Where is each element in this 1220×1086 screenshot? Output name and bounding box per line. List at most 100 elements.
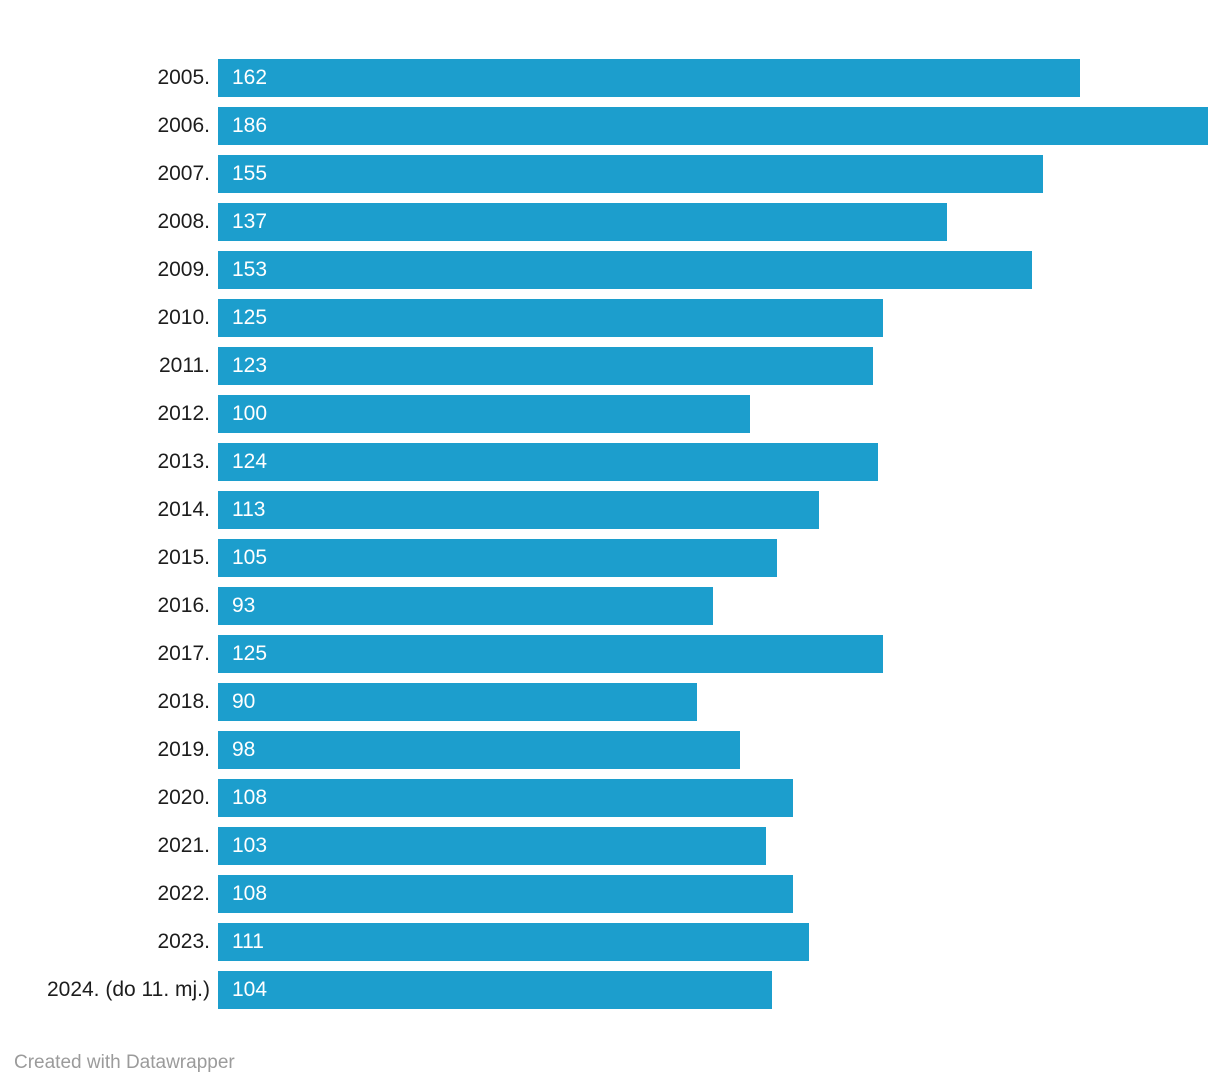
bar: 125 bbox=[218, 299, 884, 337]
bar-row: 2013. 124 bbox=[0, 438, 1220, 486]
bar-track: 153 bbox=[218, 251, 1208, 289]
category-label: 2019. bbox=[157, 738, 210, 761]
bar-track: 100 bbox=[218, 395, 1208, 433]
bar-row: 2015. 105 bbox=[0, 534, 1220, 582]
value-label: 162 bbox=[232, 66, 268, 89]
category-label: 2024. (do 11. mj.) bbox=[46, 978, 210, 1001]
bar: 93 bbox=[218, 587, 713, 625]
bar-track: 98 bbox=[218, 731, 1208, 769]
bar-row: 2014. 113 bbox=[0, 486, 1220, 534]
category-label: 2008. bbox=[157, 210, 210, 233]
category-label: 2012. bbox=[157, 402, 210, 425]
bar-row: 2008. 137 bbox=[0, 198, 1220, 246]
bar: 125 bbox=[218, 635, 884, 673]
bar-row: 2023. 111 bbox=[0, 918, 1220, 966]
bar-row: 2009. 153 bbox=[0, 246, 1220, 294]
category-label: 2010. bbox=[157, 306, 210, 329]
bar-row: 2010. 125 bbox=[0, 294, 1220, 342]
value-label: 104 bbox=[232, 978, 268, 1001]
bar-track: 108 bbox=[218, 875, 1208, 913]
bar-track: 125 bbox=[218, 299, 1208, 337]
category-label: 2011. bbox=[159, 354, 210, 377]
category-label: 2021. bbox=[157, 834, 210, 857]
category-label: 2018. bbox=[157, 690, 210, 713]
bar-track: 155 bbox=[218, 155, 1208, 193]
bar-track: 124 bbox=[218, 443, 1208, 481]
bar-track: 113 bbox=[218, 491, 1208, 529]
bar-track: 105 bbox=[218, 539, 1208, 577]
category-label: 2013. bbox=[157, 450, 210, 473]
category-label: 2022. bbox=[157, 882, 210, 905]
bar: 113 bbox=[218, 491, 820, 529]
bar: 108 bbox=[218, 779, 793, 817]
value-label: 125 bbox=[232, 306, 268, 329]
bar-track: 90 bbox=[218, 683, 1208, 721]
bar: 123 bbox=[218, 347, 873, 385]
bar-row: 2022. 108 bbox=[0, 870, 1220, 918]
bar: 105 bbox=[218, 539, 777, 577]
value-label: 155 bbox=[232, 162, 268, 185]
bar-row: 2018. 90 bbox=[0, 678, 1220, 726]
bar: 98 bbox=[218, 731, 740, 769]
bar-track: 123 bbox=[218, 347, 1208, 385]
bar: 155 bbox=[218, 155, 1043, 193]
value-label: 111 bbox=[232, 930, 264, 953]
bar: 90 bbox=[218, 683, 698, 721]
value-label: 125 bbox=[232, 642, 268, 665]
bar-rows: 2005. 162 2006. 186 2007. 155 2008. 137 2009. 153… bbox=[0, 54, 1220, 1014]
bar-track: 93 bbox=[218, 587, 1208, 625]
datawrapper-credit-link[interactable]: Created with Datawrapper bbox=[14, 1052, 235, 1073]
bar: 108 bbox=[218, 875, 793, 913]
category-label: 2016. bbox=[157, 594, 210, 617]
bar-row: 2024. (do 11. mj.) 104 bbox=[0, 966, 1220, 1014]
bar: 124 bbox=[218, 443, 878, 481]
category-label: 2014. bbox=[157, 498, 210, 521]
value-label: 100 bbox=[232, 402, 268, 425]
bar: 137 bbox=[218, 203, 948, 241]
category-label: 2007. bbox=[157, 162, 210, 185]
bar-row: 2016. 93 bbox=[0, 582, 1220, 630]
value-label: 108 bbox=[232, 882, 268, 905]
bar-row: 2012. 100 bbox=[0, 390, 1220, 438]
value-label: 113 bbox=[232, 498, 266, 521]
bar-row: 2021. 103 bbox=[0, 822, 1220, 870]
value-label: 90 bbox=[232, 690, 256, 713]
value-label: 103 bbox=[232, 834, 268, 857]
bar-row: 2011. 123 bbox=[0, 342, 1220, 390]
category-label: 2005. bbox=[157, 66, 210, 89]
bar-track: 162 bbox=[218, 59, 1208, 97]
bar-track: 137 bbox=[218, 203, 1208, 241]
bar-track: 186 bbox=[218, 107, 1208, 145]
value-label: 153 bbox=[232, 258, 268, 281]
value-label: 123 bbox=[232, 354, 268, 377]
category-label: 2023. bbox=[157, 930, 210, 953]
bar: 153 bbox=[218, 251, 1033, 289]
bar: 100 bbox=[218, 395, 751, 433]
bar-track: 103 bbox=[218, 827, 1208, 865]
value-label: 108 bbox=[232, 786, 268, 809]
value-label: 93 bbox=[232, 594, 256, 617]
bar: 103 bbox=[218, 827, 767, 865]
bar-track: 111 bbox=[218, 923, 1208, 961]
value-label: 105 bbox=[232, 546, 268, 569]
chart-footer: Created with Datawrapper bbox=[14, 1052, 235, 1074]
bar-row: 2007. 155 bbox=[0, 150, 1220, 198]
value-label: 186 bbox=[232, 114, 268, 137]
bar: 111 bbox=[218, 923, 809, 961]
value-label: 98 bbox=[232, 738, 256, 761]
value-label: 124 bbox=[232, 450, 268, 473]
bar-row: 2020. 108 bbox=[0, 774, 1220, 822]
bar: 186 bbox=[218, 107, 1208, 145]
category-label: 2006. bbox=[157, 114, 210, 137]
bar-row: 2005. 162 bbox=[0, 54, 1220, 102]
category-label: 2015. bbox=[157, 546, 210, 569]
bar-row: 2019. 98 bbox=[0, 726, 1220, 774]
category-label: 2009. bbox=[157, 258, 210, 281]
bar-row: 2017. 125 bbox=[0, 630, 1220, 678]
bar-track: 125 bbox=[218, 635, 1208, 673]
bar-track: 108 bbox=[218, 779, 1208, 817]
bar: 162 bbox=[218, 59, 1081, 97]
bar-row: 2006. 186 bbox=[0, 102, 1220, 150]
value-label: 137 bbox=[232, 210, 268, 233]
category-label: 2017. bbox=[157, 642, 210, 665]
